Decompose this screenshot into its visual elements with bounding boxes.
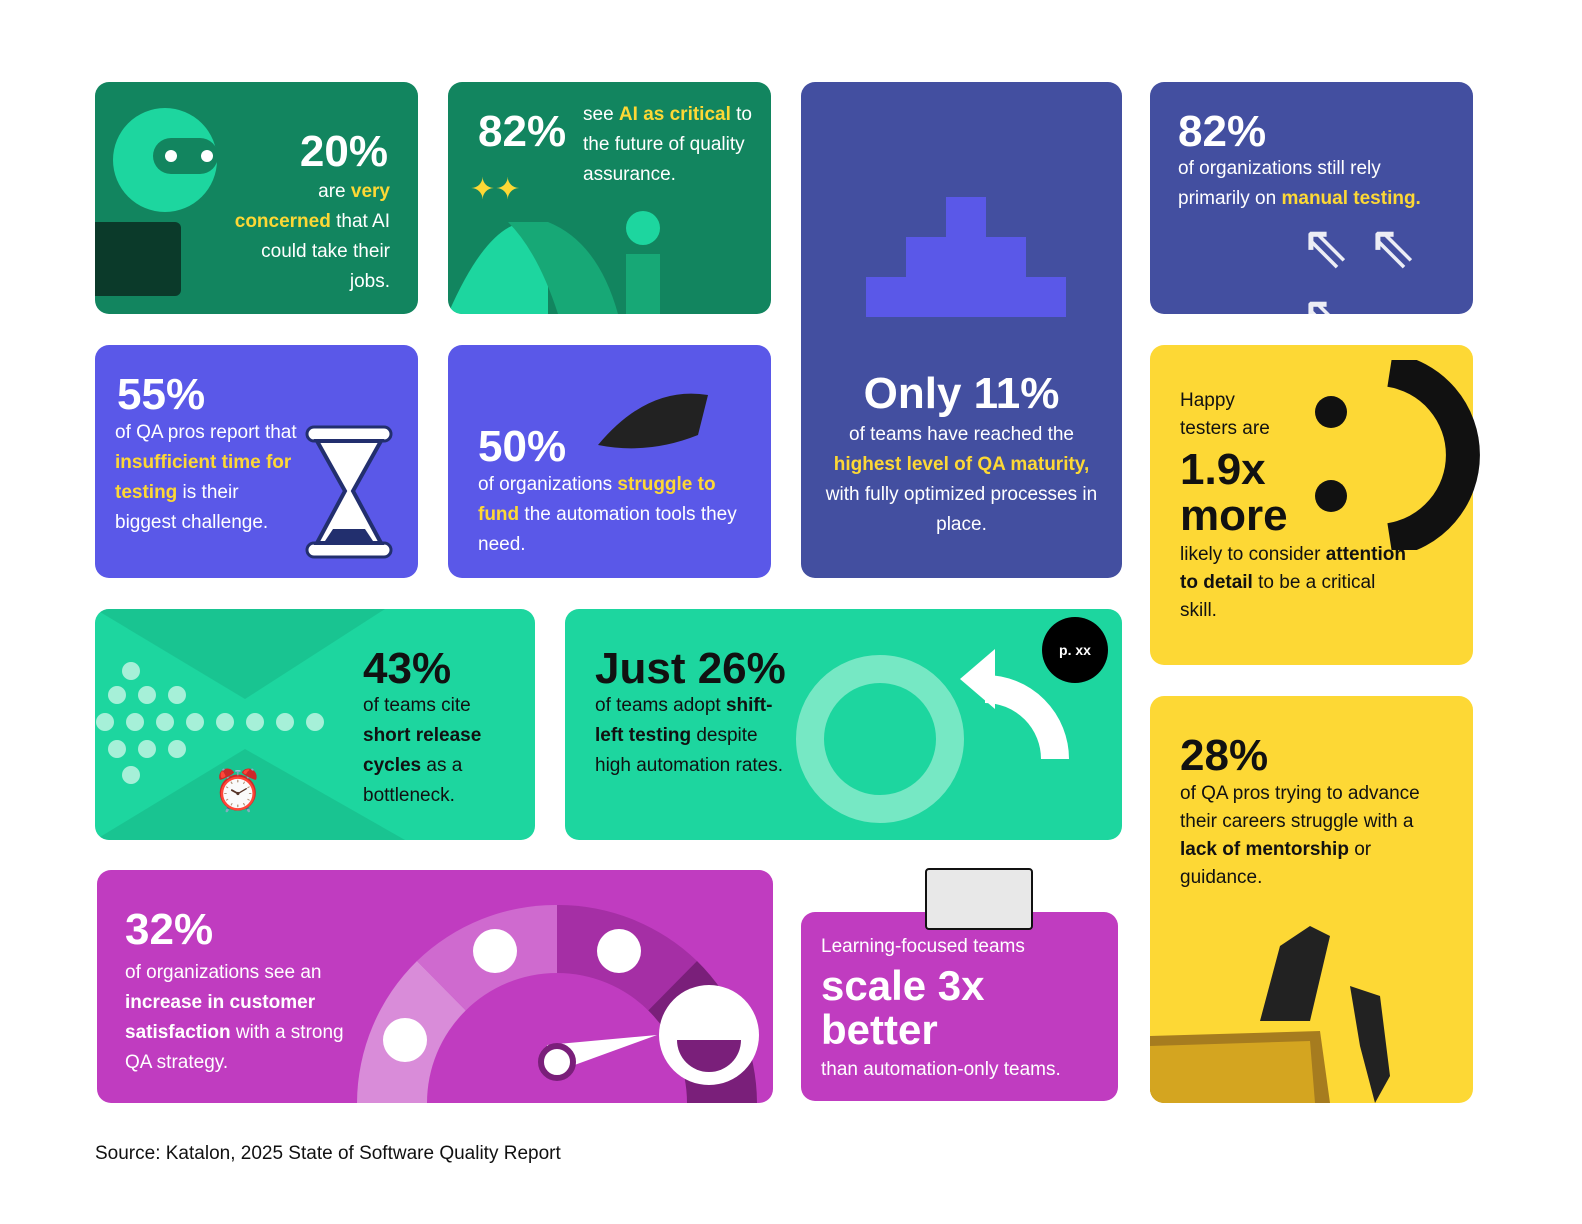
stat-card-time-for-testing: 55% of QA pros report that insufficient … (95, 345, 418, 578)
stat-value: scale 3x better (821, 962, 985, 1053)
stat-value: 28% (1180, 731, 1269, 780)
stat-highlight: attention to detail (1180, 544, 1406, 593)
stat-text: or guidance. (1180, 839, 1372, 888)
stat-text: of teams have reached the (849, 424, 1074, 445)
source-note: Source: Katalon, 2025 State of Software … (95, 1143, 561, 1164)
stat-value: Only 11% (863, 369, 1060, 418)
satisfaction-gauge-icon (357, 905, 759, 1103)
stat-card-learning-teams: Learning-focused teams scale 3x better t… (801, 912, 1118, 1101)
wallet-icon (598, 393, 708, 449)
stat-value: 43% (363, 644, 452, 693)
stat-value: 20% (299, 127, 388, 176)
stat-highlight: highest level of QA maturity, (833, 454, 1090, 475)
stat-text: that AI could take their jobs. (261, 211, 390, 292)
stat-text: with fully optimized processes in place. (825, 484, 1098, 535)
stat-card-ai-concern: 20% are very concerned that AI could tak… (95, 82, 418, 314)
stat-text: of QA pros trying to advance their caree… (1180, 783, 1420, 832)
stat-card-ai-critical: ✦✦ 82% see AI as critical to the future … (448, 82, 771, 314)
alarm-clock-icon: ⏰ (213, 769, 263, 813)
page-badge[interactable]: p. xx (1042, 617, 1108, 683)
stat-value: 50% (478, 422, 567, 471)
stat-card-release-cycles: ⏰ 43% of teams cite short release cycles… (95, 609, 535, 840)
stat-text: as a bottleneck. (363, 755, 463, 806)
stat-highlight: shift-left testing (595, 695, 773, 746)
stat-text: of organizations see an (125, 962, 322, 983)
stat-highlight: short release cycles (363, 725, 482, 776)
stat-card-qa-maturity: Only 11% of teams have reached the highe… (801, 82, 1122, 578)
helping-hand-illustration (1150, 926, 1390, 1103)
stat-text: of QA pros report that (115, 422, 297, 443)
stat-text: are (318, 181, 351, 202)
robot-icon (95, 108, 218, 296)
cursor-icon: ⇖ ⇖ ⇖ (1300, 213, 1418, 314)
ai-letters-icon (448, 211, 660, 314)
stat-highlight: increase in customer satisfaction (125, 992, 316, 1043)
stat-text: of teams cite (363, 695, 471, 716)
stat-text: than automation-only teams. (821, 1059, 1061, 1080)
stat-text: see (583, 104, 619, 125)
stat-value: 1.9x more (1180, 445, 1288, 540)
stat-intro: Happy testers are (1180, 390, 1270, 439)
stat-text: to the future of quality assurance. (583, 104, 752, 185)
stat-highlight: AI as critical (618, 104, 731, 125)
stat-card-shift-left: Just 26% of teams adopt shift-left testi… (565, 609, 1122, 840)
stat-highlight: struggle to fund (478, 474, 716, 525)
stat-card-fund-automation: 50% of organizations struggle to fund th… (448, 345, 771, 578)
stat-highlight: manual testing. (1281, 188, 1421, 209)
stat-card-mentorship: 28% of QA pros trying to advance their c… (1150, 696, 1473, 1103)
stat-card-manual-testing: 82% of organizations still rely primaril… (1150, 82, 1473, 314)
stat-text: the automation tools they need. (478, 504, 737, 555)
hourglass-icon (305, 425, 393, 559)
stat-text: of organizations (478, 474, 618, 495)
stat-value: 55% (117, 370, 206, 419)
stat-highlight: very concerned (234, 181, 390, 232)
stat-value: 82% (1178, 107, 1267, 156)
dots-arrow-icon (95, 609, 405, 840)
stat-text: to be a critical skill. (1180, 572, 1376, 621)
stat-text: of organizations still rely primarily on (1178, 158, 1381, 209)
stat-text: is their biggest challenge. (115, 482, 269, 533)
laptop-people-illustration (925, 868, 1033, 930)
stat-value: 82% (478, 107, 567, 156)
stat-highlight: insufficient time for testing (115, 452, 292, 503)
stat-value: 32% (125, 905, 214, 954)
stat-value: Just 26% (595, 644, 786, 693)
stat-text: despite high automation rates. (595, 725, 784, 776)
stat-highlight: lack of mentorship (1180, 839, 1349, 860)
sparkle-icon: ✦✦ (470, 173, 521, 206)
stat-card-attention-to-detail: Happy testers are 1.9x more likely to co… (1150, 345, 1480, 665)
stat-intro: Learning-focused teams (821, 936, 1025, 957)
stat-text: of teams adopt (595, 695, 726, 716)
infinity-loop-icon (796, 649, 1069, 823)
stat-card-customer-satisfaction: 32% of organizations see an increase in … (97, 870, 773, 1103)
stat-text: with a strong QA strategy. (125, 1022, 344, 1073)
smiley-icon (1315, 360, 1480, 550)
chess-pyramid-icon (866, 197, 1066, 317)
stat-text: likely to consider (1180, 544, 1326, 565)
